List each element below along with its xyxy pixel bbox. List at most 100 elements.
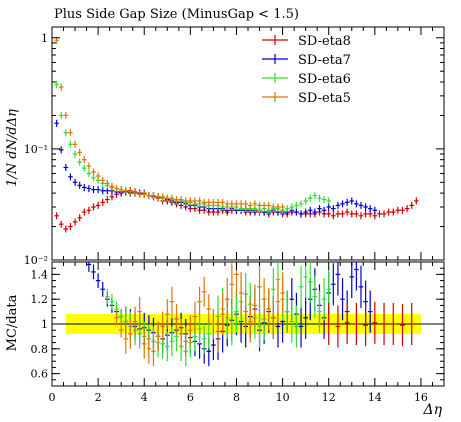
- data-point: [335, 201, 341, 209]
- ratio-point: [275, 280, 281, 323]
- ratio-point: [317, 290, 322, 333]
- data-point: [68, 140, 73, 148]
- data-point: [197, 197, 202, 205]
- data-point: [372, 206, 378, 214]
- data-point: [377, 210, 382, 218]
- main-plot-panel: 10⁻² 10⁻¹ 1 SD-eta8 SD-eta7 SD-eta6 SD-eta5 1…: [5, 26, 445, 267]
- data-point: [81, 164, 87, 172]
- ratio-point: [390, 302, 396, 346]
- ratio-point: [234, 290, 239, 333]
- ratio-point: [284, 290, 290, 333]
- data-point: [317, 205, 322, 213]
- ratio-point: [114, 310, 119, 326]
- data-point: [77, 158, 82, 166]
- data-point: [114, 185, 119, 193]
- data-point: [100, 176, 106, 184]
- data-point: [68, 173, 73, 181]
- ratio-point: [91, 264, 96, 280]
- data-point: [58, 220, 64, 228]
- data-point: [358, 212, 364, 220]
- ratio-point: [160, 311, 165, 342]
- x-tick-label: 14: [368, 391, 382, 404]
- main-plot-y-axis: 10⁻² 10⁻¹ 1: [24, 32, 444, 267]
- data-point: [54, 80, 59, 88]
- ratio-point: [298, 305, 304, 348]
- ratio-point: [132, 306, 138, 337]
- main-y-tick-label: 10⁻¹: [24, 143, 48, 156]
- data-point: [100, 198, 106, 206]
- data-point: [266, 201, 272, 209]
- data-point: [326, 210, 332, 218]
- data-point: [395, 206, 401, 214]
- x-tick-label: 2: [95, 391, 102, 404]
- ratio-point: [192, 301, 198, 332]
- ratio-plot-y-axis: 0.6 0.8 1 1.2 1.4: [31, 261, 444, 387]
- data-point: [335, 210, 341, 218]
- data-point: [317, 194, 322, 202]
- data-point: [81, 183, 87, 191]
- data-point: [386, 208, 391, 216]
- data-point: [128, 188, 133, 196]
- data-point: [409, 201, 415, 209]
- data-point: [404, 205, 410, 213]
- legend-label: SD-eta7: [298, 53, 351, 68]
- data-point: [109, 193, 115, 201]
- data-point: [261, 201, 267, 209]
- main-y-tick-label: 1: [41, 32, 48, 45]
- ratio-point: [257, 265, 262, 308]
- data-point: [109, 182, 115, 190]
- data-point: [358, 201, 364, 209]
- x-tick-label: 6: [187, 391, 194, 404]
- data-point: [340, 200, 345, 208]
- data-point: [58, 111, 64, 119]
- data-point: [224, 200, 230, 208]
- ratio-point: [303, 262, 308, 298]
- ratio-point: [197, 286, 202, 317]
- legend-item: SD-eta8: [262, 34, 351, 49]
- data-point: [77, 148, 82, 156]
- ratio-point: [220, 293, 225, 336]
- ratio-point: [367, 290, 373, 333]
- data-point: [363, 210, 368, 218]
- ratio-y-tick-label: 1.4: [31, 268, 49, 281]
- ratio-y-tick-label: 1: [41, 318, 48, 331]
- data-point: [86, 162, 92, 170]
- data-point: [72, 150, 78, 158]
- data-point: [257, 201, 262, 209]
- ratio-point: [409, 302, 415, 346]
- x-tick-label: 8: [233, 391, 240, 404]
- data-point: [151, 192, 156, 200]
- ratio-point: [123, 324, 129, 354]
- data-point: [349, 210, 355, 218]
- ratio-point: [141, 328, 147, 359]
- legend-item: SD-eta7: [262, 53, 351, 68]
- data-point: [243, 200, 248, 208]
- ratio-point: [321, 278, 327, 321]
- data-point: [105, 179, 110, 187]
- data-point: [321, 196, 327, 204]
- ratio-point: [312, 275, 318, 318]
- data-point: [331, 212, 336, 220]
- data-point: [312, 208, 318, 216]
- ratio-point: [252, 284, 258, 327]
- data-point: [81, 208, 87, 216]
- data-point: [390, 208, 396, 216]
- ratio-point: [95, 273, 101, 289]
- legend-item: SD-eta6: [262, 72, 351, 87]
- data-point: [284, 205, 290, 213]
- data-point: [95, 172, 101, 180]
- data-point: [307, 194, 313, 202]
- data-point: [91, 186, 96, 194]
- ratio-point: [238, 271, 244, 315]
- data-point: [63, 111, 69, 119]
- ratio-point: [349, 262, 355, 298]
- ratio-point: [248, 300, 253, 343]
- legend-label: SD-eta6: [298, 72, 351, 87]
- ratio-point: [197, 314, 202, 344]
- ratio-plot-panel: 0.6 0.8 1 1.2 1.4 0 2 4 6 8 10 12 14 16 MC/data Δη: [5, 261, 445, 418]
- ratio-point: [229, 263, 235, 306]
- data-point: [183, 197, 189, 205]
- data-point: [86, 206, 92, 214]
- ratio-point: [354, 302, 359, 346]
- ratio-point: [354, 262, 359, 291]
